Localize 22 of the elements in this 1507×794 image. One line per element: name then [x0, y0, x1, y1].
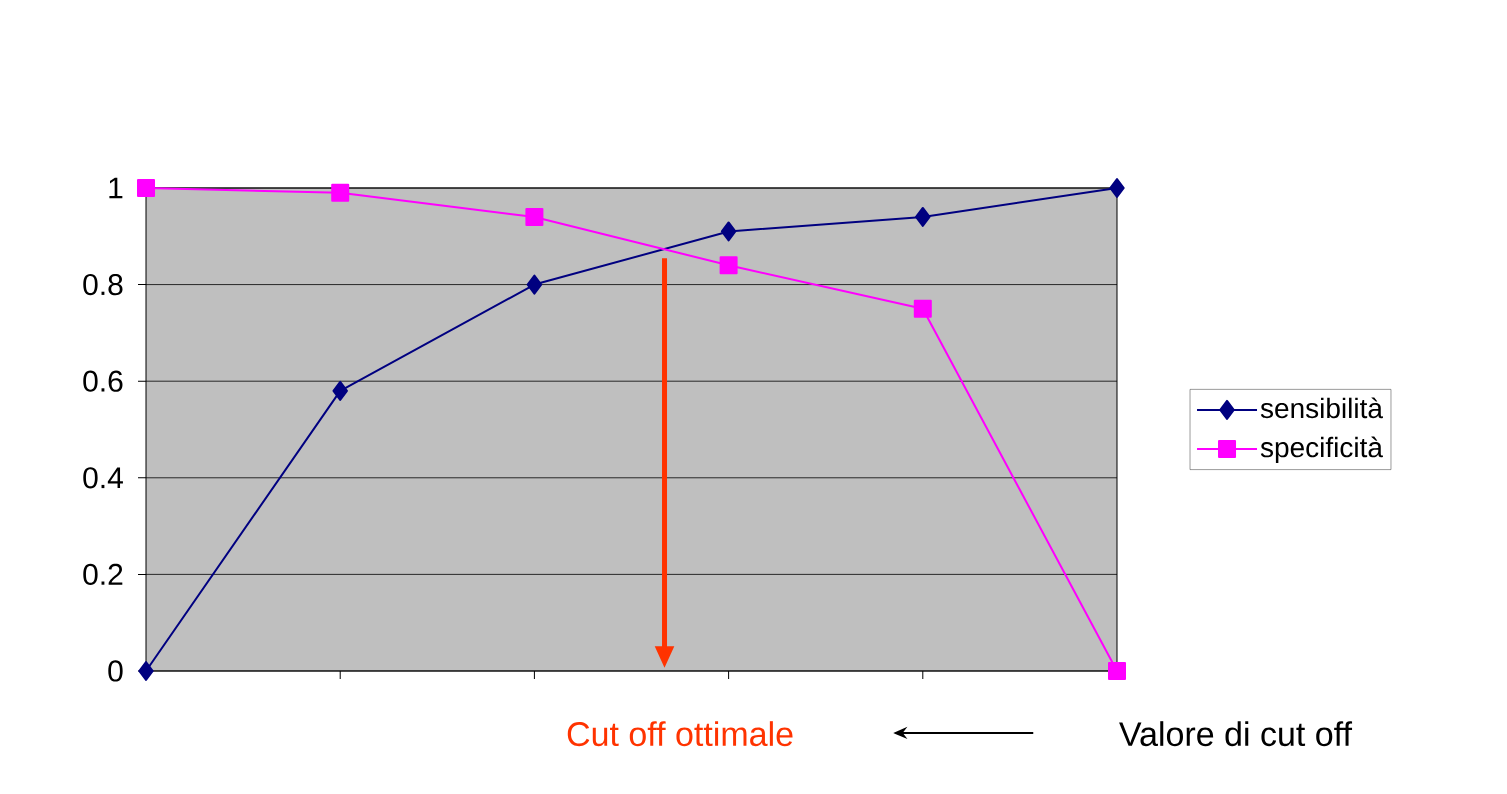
point — [137, 178, 156, 197]
legend-label: sensibilità — [1260, 397, 1383, 419]
point — [913, 299, 932, 318]
text: Cut off ottimale — [567, 721, 793, 747]
y-tick-label: 0.6 — [83, 370, 123, 392]
point — [719, 256, 738, 275]
y-tick-label: 0 — [108, 660, 123, 682]
x-axis-title: Valore di cut off — [1119, 721, 1353, 747]
point — [720, 221, 737, 242]
point — [138, 660, 154, 681]
y-tick-label: 1 — [109, 177, 123, 199]
point — [915, 206, 931, 227]
legend-label: specificità — [1260, 436, 1383, 463]
y-tick-label: 0.4 — [83, 467, 123, 489]
point — [332, 380, 348, 401]
point — [331, 183, 350, 202]
y-tick-label: 0.2 — [83, 563, 123, 586]
point — [526, 274, 543, 295]
point — [1109, 177, 1125, 198]
point — [525, 207, 544, 226]
point — [1108, 661, 1126, 680]
y-tick-label: 0.8 — [83, 273, 123, 296]
